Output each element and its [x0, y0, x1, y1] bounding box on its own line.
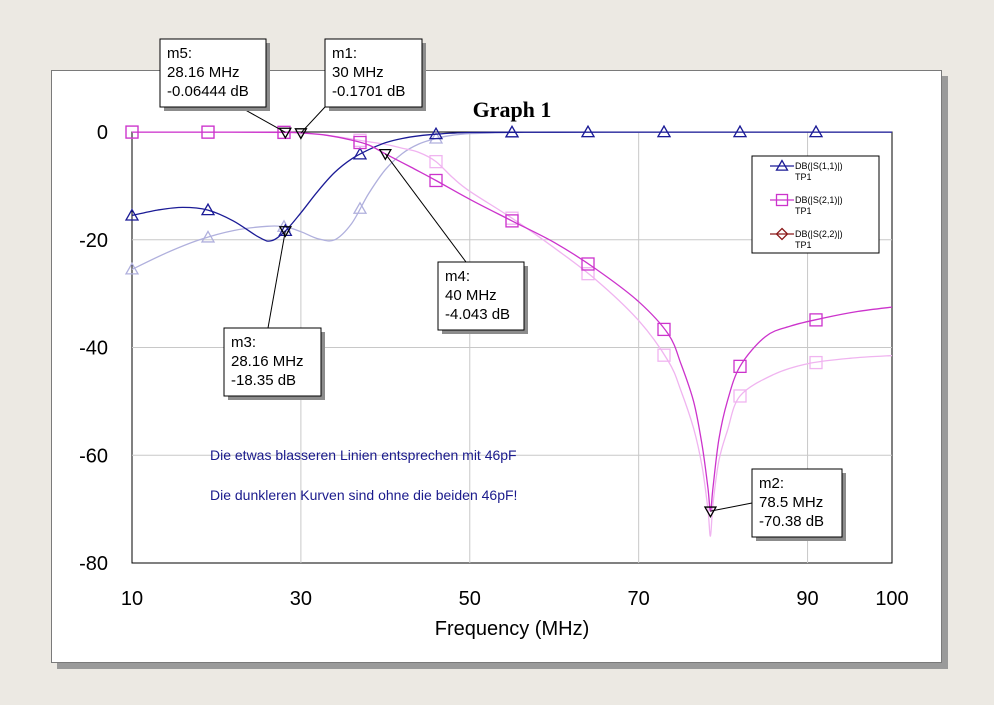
marker-leader-m3 [267, 230, 286, 329]
series-point-s11_dark [504, 124, 520, 138]
y-tick-label: -20 [79, 230, 108, 252]
series-point-s21_dark [809, 313, 823, 327]
legend-symbol [775, 227, 789, 241]
marker-callout-text: m2: [759, 475, 784, 492]
series-point-s21_dark [429, 173, 443, 188]
x-tick-label: 30 [290, 588, 312, 610]
marker-callout-text: 28.16 MHz [167, 64, 240, 81]
x-tick-label: 70 [628, 588, 650, 610]
marker-callout-text: m3: [231, 334, 256, 351]
series-point-s11_dark [656, 124, 672, 138]
annotation-line-2: Die dunkleren Kurven sind ohne die beide… [210, 487, 517, 503]
marker-callout-text: -18.35 dB [231, 372, 296, 389]
marker-callout-m5 [159, 38, 267, 108]
series-line-s21_dark [132, 131, 893, 512]
marker-symbol-m2 [703, 506, 718, 518]
legend-sublabel: TP1 [795, 172, 812, 182]
marker-leader-m5 [239, 106, 286, 133]
series-point-s21_light [429, 154, 443, 169]
series-point-s21_dark [657, 322, 671, 337]
x-axis-label: Frequency (MHz) [435, 618, 589, 640]
series-point-s11_light [428, 131, 444, 144]
marker-callout-m1 [324, 38, 423, 108]
series-point-s11_light [276, 219, 292, 232]
marker-callout-text: 28.16 MHz [231, 353, 304, 370]
x-tick-label: 100 [875, 588, 908, 610]
legend-sublabel: TP1 [795, 240, 812, 250]
marker-callout-m3 [223, 327, 322, 397]
series-point-s11_dark [124, 208, 140, 221]
legend-sublabel: TP1 [795, 206, 812, 216]
x-tick-label: 90 [796, 588, 818, 610]
marker-leader-m4 [384, 153, 467, 263]
marker-leader-m2 [710, 502, 753, 512]
series-point-s21_dark [353, 135, 367, 150]
series-point-s21_dark [581, 257, 595, 271]
series-point-s11_dark [352, 147, 368, 160]
legend-label: DB(|S(2,1)|) [795, 195, 843, 205]
y-tick-label: -80 [79, 553, 108, 575]
marker-symbol-m5 [278, 127, 292, 140]
legend-symbol [775, 159, 789, 171]
marker-callout-text: -70.38 dB [759, 513, 824, 530]
series-point-s11_light [200, 230, 216, 243]
series-point-s21_light [581, 267, 595, 281]
chart-title: Graph 1 [473, 97, 552, 122]
series-line-s11_dark [131, 131, 892, 242]
marker-callout-m2 [751, 468, 843, 538]
marker-callout-text: m1: [332, 45, 357, 62]
marker-callout-text: 78.5 MHz [759, 494, 823, 511]
series-point-s21_light [657, 348, 671, 362]
series-point-s21_dark [733, 359, 747, 374]
legend-symbol [775, 193, 789, 207]
series-point-s21_dark [277, 125, 291, 139]
series-point-s11_dark [580, 124, 596, 138]
marker-callout-text: -0.06444 dB [167, 83, 249, 100]
series-point-s21_dark [505, 214, 519, 228]
legend-label: DB(|S(1,1)|) [795, 161, 843, 171]
marker-symbol-m1 [294, 128, 308, 140]
marker-callout-text: 40 MHz [445, 287, 497, 304]
series-point-s11_dark [808, 124, 824, 138]
marker-symbol-m4 [378, 149, 392, 161]
series-point-s11_dark [200, 202, 216, 216]
series-point-s11_light [352, 201, 368, 214]
series-point-s11_dark [732, 124, 748, 138]
marker-callout-text: m4: [445, 268, 470, 285]
series-point-s21_dark [125, 125, 139, 139]
y-tick-label: -40 [79, 338, 108, 360]
y-tick-label: 0 [97, 122, 108, 144]
marker-symbol-m3 [278, 226, 292, 238]
series-point-s21_dark [201, 125, 215, 139]
legend: DB(|S(1,1)|)TP1DB(|S(2,1)|)TP1DB(|S(2,2)… [751, 155, 880, 254]
x-tick-label: 10 [121, 588, 143, 610]
legend-box [751, 155, 880, 254]
marker-callout-text: -0.1701 dB [332, 83, 405, 100]
series-point-s11_light [124, 262, 140, 275]
marker-leader-m1 [300, 106, 326, 134]
marker-callout-text: 30 MHz [332, 64, 384, 81]
marker-callout-m4 [437, 261, 525, 331]
annotation-line-1: Die etwas blasseren Linien entsprechen m… [210, 447, 517, 463]
legend-label: DB(|S(2,2)|) [795, 229, 843, 239]
series-point-s21_light [809, 355, 823, 370]
x-tick-label: 50 [459, 588, 481, 610]
marker-callout-text: m5: [167, 45, 192, 62]
series-point-s11_dark [428, 126, 444, 140]
y-tick-label: -60 [79, 445, 108, 467]
marker-callout-text: -4.043 dB [445, 306, 510, 323]
series-point-s21_light [733, 389, 747, 403]
